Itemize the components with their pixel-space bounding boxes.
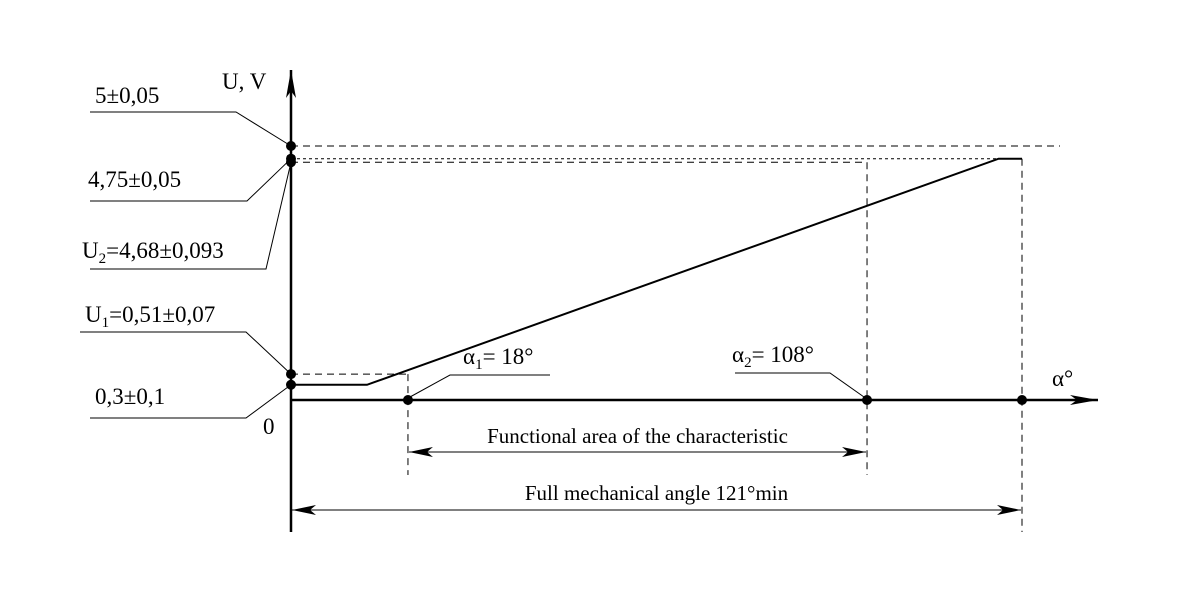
point-x-full xyxy=(1017,395,1027,405)
origin-label: 0 xyxy=(263,414,275,439)
voltage-level-labels: 5±0,05 4,75±0,05 U2=4,68±0,093 U1=0,51±0,07… xyxy=(80,83,292,419)
characteristic-curve-layer xyxy=(291,157,1022,386)
point-x-alpha1 xyxy=(402,395,413,405)
alpha1-label: α1= 18° xyxy=(463,344,533,373)
marker-points xyxy=(286,141,1027,405)
y-axis-label: U, V xyxy=(222,69,267,94)
level-label-u5: 5±0,05 xyxy=(95,83,159,108)
level-label-u2: U2=4,68±0,093 xyxy=(82,238,224,267)
point-x-alpha2 xyxy=(862,395,873,405)
leader-u1 xyxy=(80,331,292,375)
leader-u5 xyxy=(90,111,292,147)
level-label-u03: 0,3±0,1 xyxy=(95,384,165,409)
full-angle-label: Full mechanical angle 121°min xyxy=(525,481,789,505)
leader-alpha1 xyxy=(409,374,550,398)
guide-lines xyxy=(291,145,1060,532)
alpha2-label: α2= 108° xyxy=(732,342,814,371)
leader-u475 xyxy=(90,158,292,202)
point-y-u1 xyxy=(286,369,296,380)
characteristic-curve xyxy=(291,157,1022,386)
leader-u03 xyxy=(90,384,292,419)
x-axis-label: α° xyxy=(1052,366,1073,391)
point-y-u5 xyxy=(286,141,296,151)
functional-area-label: Functional area of the characteristic xyxy=(487,424,788,448)
leader-u2 xyxy=(90,162,292,270)
point-y-u2 xyxy=(286,157,296,168)
dimension-lines xyxy=(292,372,1021,515)
level-label-u475: 4,75±0,05 xyxy=(88,167,181,192)
point-y-u03 xyxy=(286,379,296,390)
level-label-u1: U1=0,51±0,07 xyxy=(85,302,215,331)
leader-alpha2 xyxy=(735,372,865,398)
